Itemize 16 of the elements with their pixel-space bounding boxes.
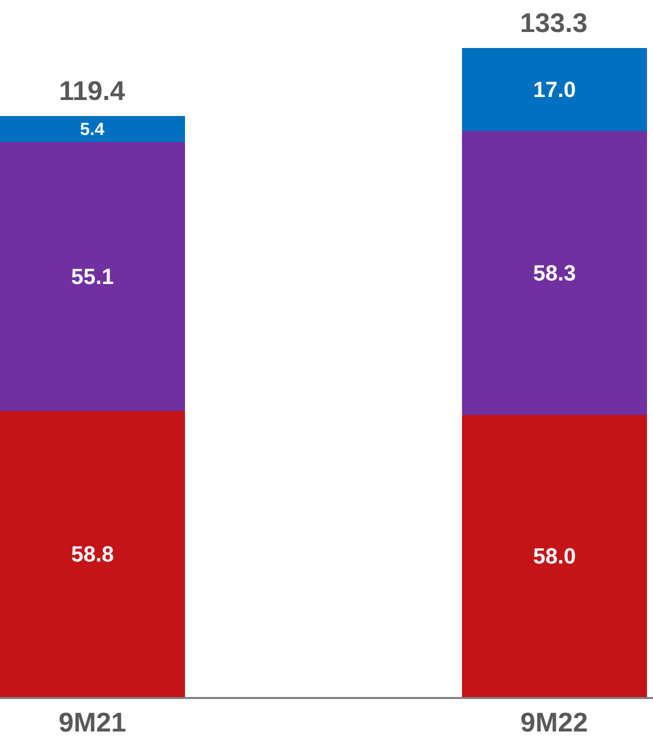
data-label: 58.3: [533, 260, 576, 286]
total-label: 133.3: [520, 8, 588, 38]
bar: [462, 48, 647, 131]
bar: [462, 131, 647, 415]
data-label: 17.0: [533, 77, 576, 102]
bar: [0, 142, 185, 411]
x-tick-label: 9M22: [520, 707, 588, 738]
data-label: 58.8: [71, 542, 114, 566]
data-label: 5.4: [80, 119, 105, 139]
x-tick-label: 9M21: [58, 707, 126, 738]
bar: [0, 116, 185, 142]
bar: [0, 411, 185, 697]
bar: [462, 415, 647, 697]
data-label: 55.1: [71, 264, 114, 289]
total-label: 119.4: [59, 76, 126, 106]
data-label: 58.0: [533, 544, 576, 568]
